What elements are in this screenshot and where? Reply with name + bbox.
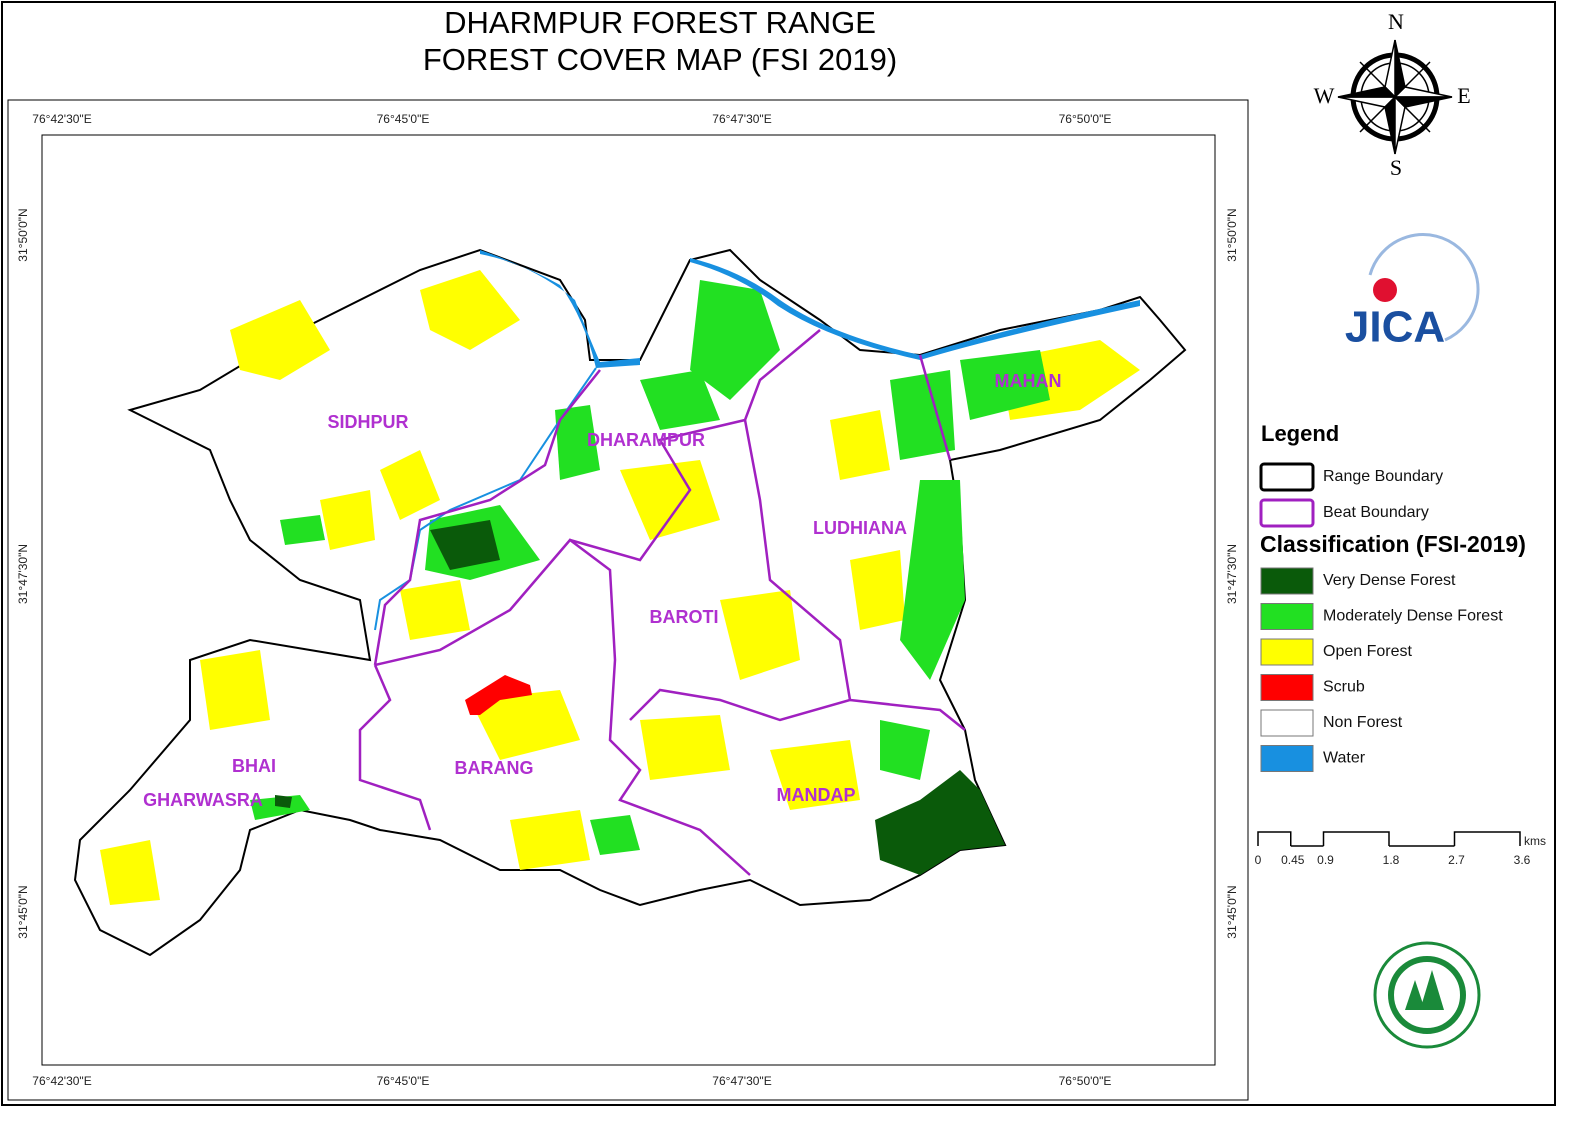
beat-label: SIDHPUR xyxy=(327,412,408,432)
beat-label: GHARWASRA xyxy=(143,790,263,810)
logo-text: JICA xyxy=(1345,303,1445,352)
lat-label: 31°45'0"N xyxy=(16,885,30,938)
legend-label: Moderately Dense Forest xyxy=(1323,608,1503,625)
graticule-labels: 76°42'30"E 76°42'30"E 76°45'0"E 76°45'0"E 76… xyxy=(16,112,1239,1088)
lon-label: 76°50'0"E xyxy=(1059,112,1112,126)
beat-boundaries xyxy=(358,329,966,876)
legend-label: Beat Boundary xyxy=(1323,504,1429,521)
scale-segment xyxy=(1257,831,1292,846)
legend-title: Legend xyxy=(1261,421,1339,446)
beat-labels: SIDHPUR DHARAMPUR MAHAN LUDHIANA BAROTI BHAI G… xyxy=(143,371,1061,810)
stream xyxy=(374,367,597,631)
scale-segment xyxy=(1322,831,1390,846)
beat-label: MAHAN xyxy=(995,371,1062,391)
beat-label: LUDHIANA xyxy=(813,518,907,538)
beat-label: BHAI xyxy=(232,756,276,776)
lon-label: 76°45'0"E xyxy=(377,112,430,126)
legend: Range Boundary Beat Boundary Very Dense Fo… xyxy=(1259,462,1503,772)
jica-logo: JICA xyxy=(1345,233,1480,352)
legend-label: Water xyxy=(1323,750,1366,767)
compass-e: E xyxy=(1457,83,1470,108)
legend-swatch xyxy=(1259,498,1315,528)
lat-label: 31°50'0"N xyxy=(1225,208,1239,261)
lat-label: 31°50'0"N xyxy=(16,208,30,261)
lon-label: 76°42'30"E xyxy=(32,1074,91,1088)
very-dense-forest xyxy=(275,520,1005,875)
legend-swatch xyxy=(1260,638,1314,666)
lat-label: 31°47'30"N xyxy=(1225,544,1239,604)
scale-label: 0.9 xyxy=(1317,853,1334,867)
map-body xyxy=(73,248,1187,957)
compass-s: S xyxy=(1390,155,1402,180)
legend-swatch xyxy=(1260,745,1314,772)
legend-swatch xyxy=(1260,603,1314,630)
legend-subtitle: Classification (FSI-2019) xyxy=(1260,531,1526,557)
lon-label: 76°45'0"E xyxy=(377,1074,430,1088)
scale-segment xyxy=(1453,831,1521,846)
scale-label: 0 xyxy=(1255,853,1262,867)
title-line: FOREST COVER MAP (FSI 2019) xyxy=(423,42,897,77)
legend-label: Non Forest xyxy=(1323,714,1403,731)
beat-label: BAROTI xyxy=(650,607,719,627)
north-arrow xyxy=(1337,39,1453,155)
open-forest xyxy=(100,270,1140,905)
beat-label: MANDAP xyxy=(777,785,856,805)
lon-label: 76°50'0"E xyxy=(1059,1074,1112,1088)
scale-label: 2.7 xyxy=(1448,853,1465,867)
lat-label: 31°45'0"N xyxy=(1225,885,1239,938)
legend-label: Scrub xyxy=(1323,679,1365,696)
scale-bar: 0 0.45 0.9 1.8 2.7 3.6 kms xyxy=(1255,831,1546,867)
lat-label: 31°47'30"N xyxy=(16,544,30,604)
forest-dept-logo xyxy=(1373,941,1481,1049)
legend-label: Range Boundary xyxy=(1323,468,1443,485)
legend-swatch xyxy=(1260,674,1314,701)
beat-label: BARANG xyxy=(455,758,534,778)
lon-label: 76°42'30"E xyxy=(32,112,91,126)
compass-w: W xyxy=(1314,83,1335,108)
legend-label: Open Forest xyxy=(1323,643,1412,660)
legend-swatch xyxy=(1260,567,1314,595)
scale-label: 0.45 xyxy=(1281,853,1305,867)
title-line: DHARMPUR FOREST RANGE xyxy=(444,5,876,40)
moderately-dense-forest xyxy=(250,280,1050,855)
scale-label: 1.8 xyxy=(1383,853,1400,867)
compass-n: N xyxy=(1388,9,1404,34)
beat-label: DHARAMPUR xyxy=(587,430,705,450)
lon-label: 76°47'30"E xyxy=(712,1074,771,1088)
lon-label: 76°47'30"E xyxy=(712,112,771,126)
legend-swatch xyxy=(1259,462,1315,492)
scale-label: 3.6 xyxy=(1514,853,1531,867)
scale-unit: kms xyxy=(1524,834,1546,848)
legend-label: Very Dense Forest xyxy=(1323,572,1456,589)
scrub xyxy=(465,675,532,715)
legend-swatch xyxy=(1260,709,1314,737)
